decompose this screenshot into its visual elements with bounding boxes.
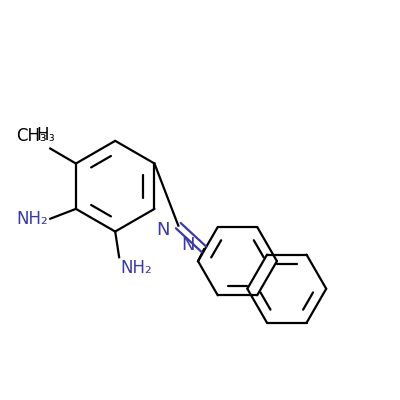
Text: NH₂: NH₂ [16,210,48,228]
Text: H: H [36,126,49,144]
Text: ₃: ₃ [49,130,54,144]
Text: N: N [156,221,169,239]
Text: N: N [182,236,195,254]
Text: CH₃: CH₃ [16,127,47,145]
Text: NH₂: NH₂ [121,259,152,277]
